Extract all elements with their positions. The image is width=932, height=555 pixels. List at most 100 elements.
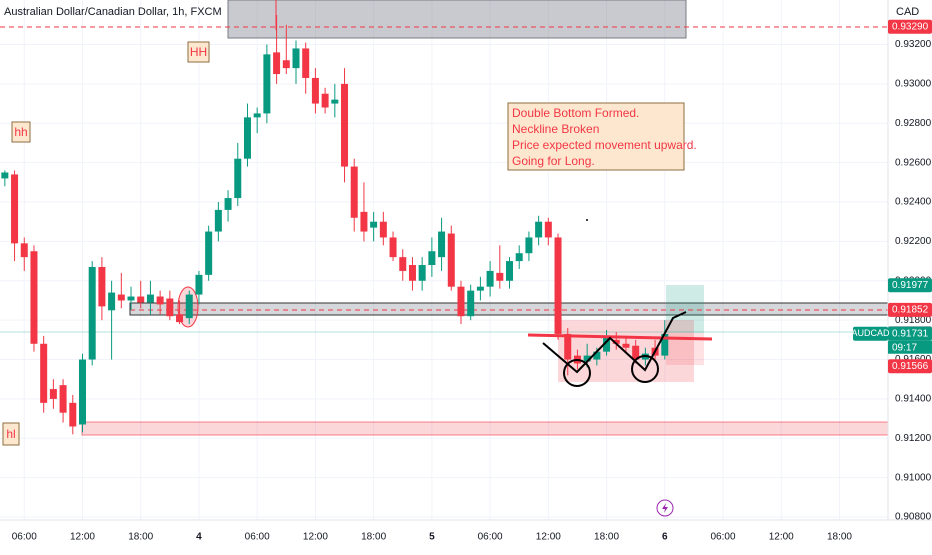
candle-body — [399, 257, 407, 271]
price-badge — [888, 19, 932, 34]
candle-body — [59, 385, 67, 413]
chart-title: Australian Dollar/Canadian Dollar, 1h, F… — [4, 6, 222, 18]
price-badge-label: 0.93290 — [892, 21, 929, 32]
candle-body — [108, 292, 116, 311]
y-tick-label: 0.91200 — [895, 433, 932, 444]
x-tick-label: 12:00 — [70, 532, 95, 543]
candle-body — [263, 54, 271, 114]
dot — [586, 219, 588, 221]
candle-body — [195, 274, 203, 295]
countdown: 09:17 — [892, 342, 917, 353]
x-tick-label: 06:00 — [245, 532, 270, 543]
price-badge-label: 0.91566 — [892, 361, 929, 372]
candle-body — [632, 345, 640, 360]
annotation-line: Neckline Broken — [512, 122, 599, 136]
annotation-line: Going for Long. — [512, 154, 595, 168]
candle-body — [535, 221, 543, 238]
candle-body — [350, 166, 358, 218]
x-tick-label: 18:00 — [827, 532, 852, 543]
bottom-circle — [563, 359, 591, 387]
y-tick-label: 0.92400 — [895, 197, 932, 208]
candle-body — [438, 231, 446, 258]
x-tick-label: 5 — [429, 532, 435, 543]
candle-body — [224, 198, 232, 210]
demand-zone — [81, 421, 889, 436]
x-tick-label: 12:00 — [536, 532, 561, 543]
candle-body — [273, 52, 281, 75]
candle-body — [78, 359, 86, 425]
candle-body — [127, 296, 135, 301]
y-tick-label: 0.92200 — [895, 236, 932, 247]
candle-body — [166, 298, 174, 317]
candle-body — [661, 333, 669, 356]
price-axis — [888, 0, 932, 520]
annotation-line: Double Bottom Formed. — [512, 106, 639, 120]
currency: CAD — [896, 6, 919, 18]
candle-body — [20, 243, 28, 258]
candle-body — [88, 266, 96, 360]
candle-body — [253, 113, 261, 118]
candle-body — [1, 172, 9, 179]
candle-body — [234, 158, 242, 199]
annotation-line: Price expected movement upward. — [512, 138, 697, 152]
x-tick-label: 4 — [196, 532, 202, 543]
candle-body — [564, 333, 572, 360]
bottom-circle — [631, 355, 659, 383]
swing-label: hh — [14, 125, 27, 139]
x-tick-label: 06:00 — [711, 532, 736, 543]
y-tick-label: 0.91000 — [895, 472, 932, 483]
neckline — [527, 333, 713, 341]
swing-box — [187, 41, 210, 63]
event-bolt — [662, 503, 668, 513]
y-tick-label: 0.93200 — [895, 39, 932, 50]
candle-body — [282, 60, 290, 69]
x-tick-label: 12:00 — [769, 532, 794, 543]
swing-label: hl — [6, 427, 15, 441]
candle-body — [341, 83, 349, 167]
swing-box — [2, 422, 20, 446]
candle-body — [389, 237, 397, 258]
y-tick-label: 0.92800 — [895, 118, 932, 129]
candle-body — [428, 251, 436, 266]
candle-body — [408, 265, 416, 281]
price-badge — [888, 359, 932, 374]
candle-body — [418, 265, 426, 281]
candle-body — [544, 221, 552, 238]
candle-body — [11, 174, 19, 244]
w-pattern — [542, 311, 687, 374]
candle-body — [176, 314, 184, 323]
candle-body — [496, 272, 504, 281]
candle-body — [137, 296, 145, 303]
candle-body — [69, 402, 77, 427]
candle-body — [612, 339, 620, 344]
candle-body — [156, 296, 164, 305]
x-tick-label: 06:00 — [12, 532, 37, 543]
candle-body — [243, 117, 251, 159]
candle-body — [302, 48, 310, 78]
supply-zone — [227, 0, 687, 39]
price-badge — [888, 326, 932, 341]
candle-body — [360, 211, 368, 232]
candle-body — [515, 253, 523, 262]
y-tick-label: 0.91800 — [895, 315, 932, 326]
price-badge — [888, 302, 932, 317]
swing-label: HH — [190, 45, 207, 59]
y-tick-label: 0.93000 — [895, 79, 932, 90]
candle-body — [117, 294, 125, 301]
symbol-label: AUDCAD — [851, 328, 890, 338]
x-tick-label: 6 — [662, 532, 668, 543]
candle-body — [205, 231, 213, 275]
candle-body — [49, 389, 57, 399]
price-badge-label: 0.91731 — [892, 328, 929, 339]
y-tick-label: 0.90800 — [895, 512, 932, 523]
target-zone — [666, 285, 704, 333]
neckline-zone — [129, 302, 889, 316]
x-tick-label: 18:00 — [361, 532, 386, 543]
price-badge — [888, 278, 932, 293]
candle-body — [506, 261, 514, 281]
candle-body — [146, 294, 154, 303]
candle-body — [292, 48, 300, 69]
candle-body — [622, 343, 630, 348]
annotation-box — [507, 102, 685, 171]
